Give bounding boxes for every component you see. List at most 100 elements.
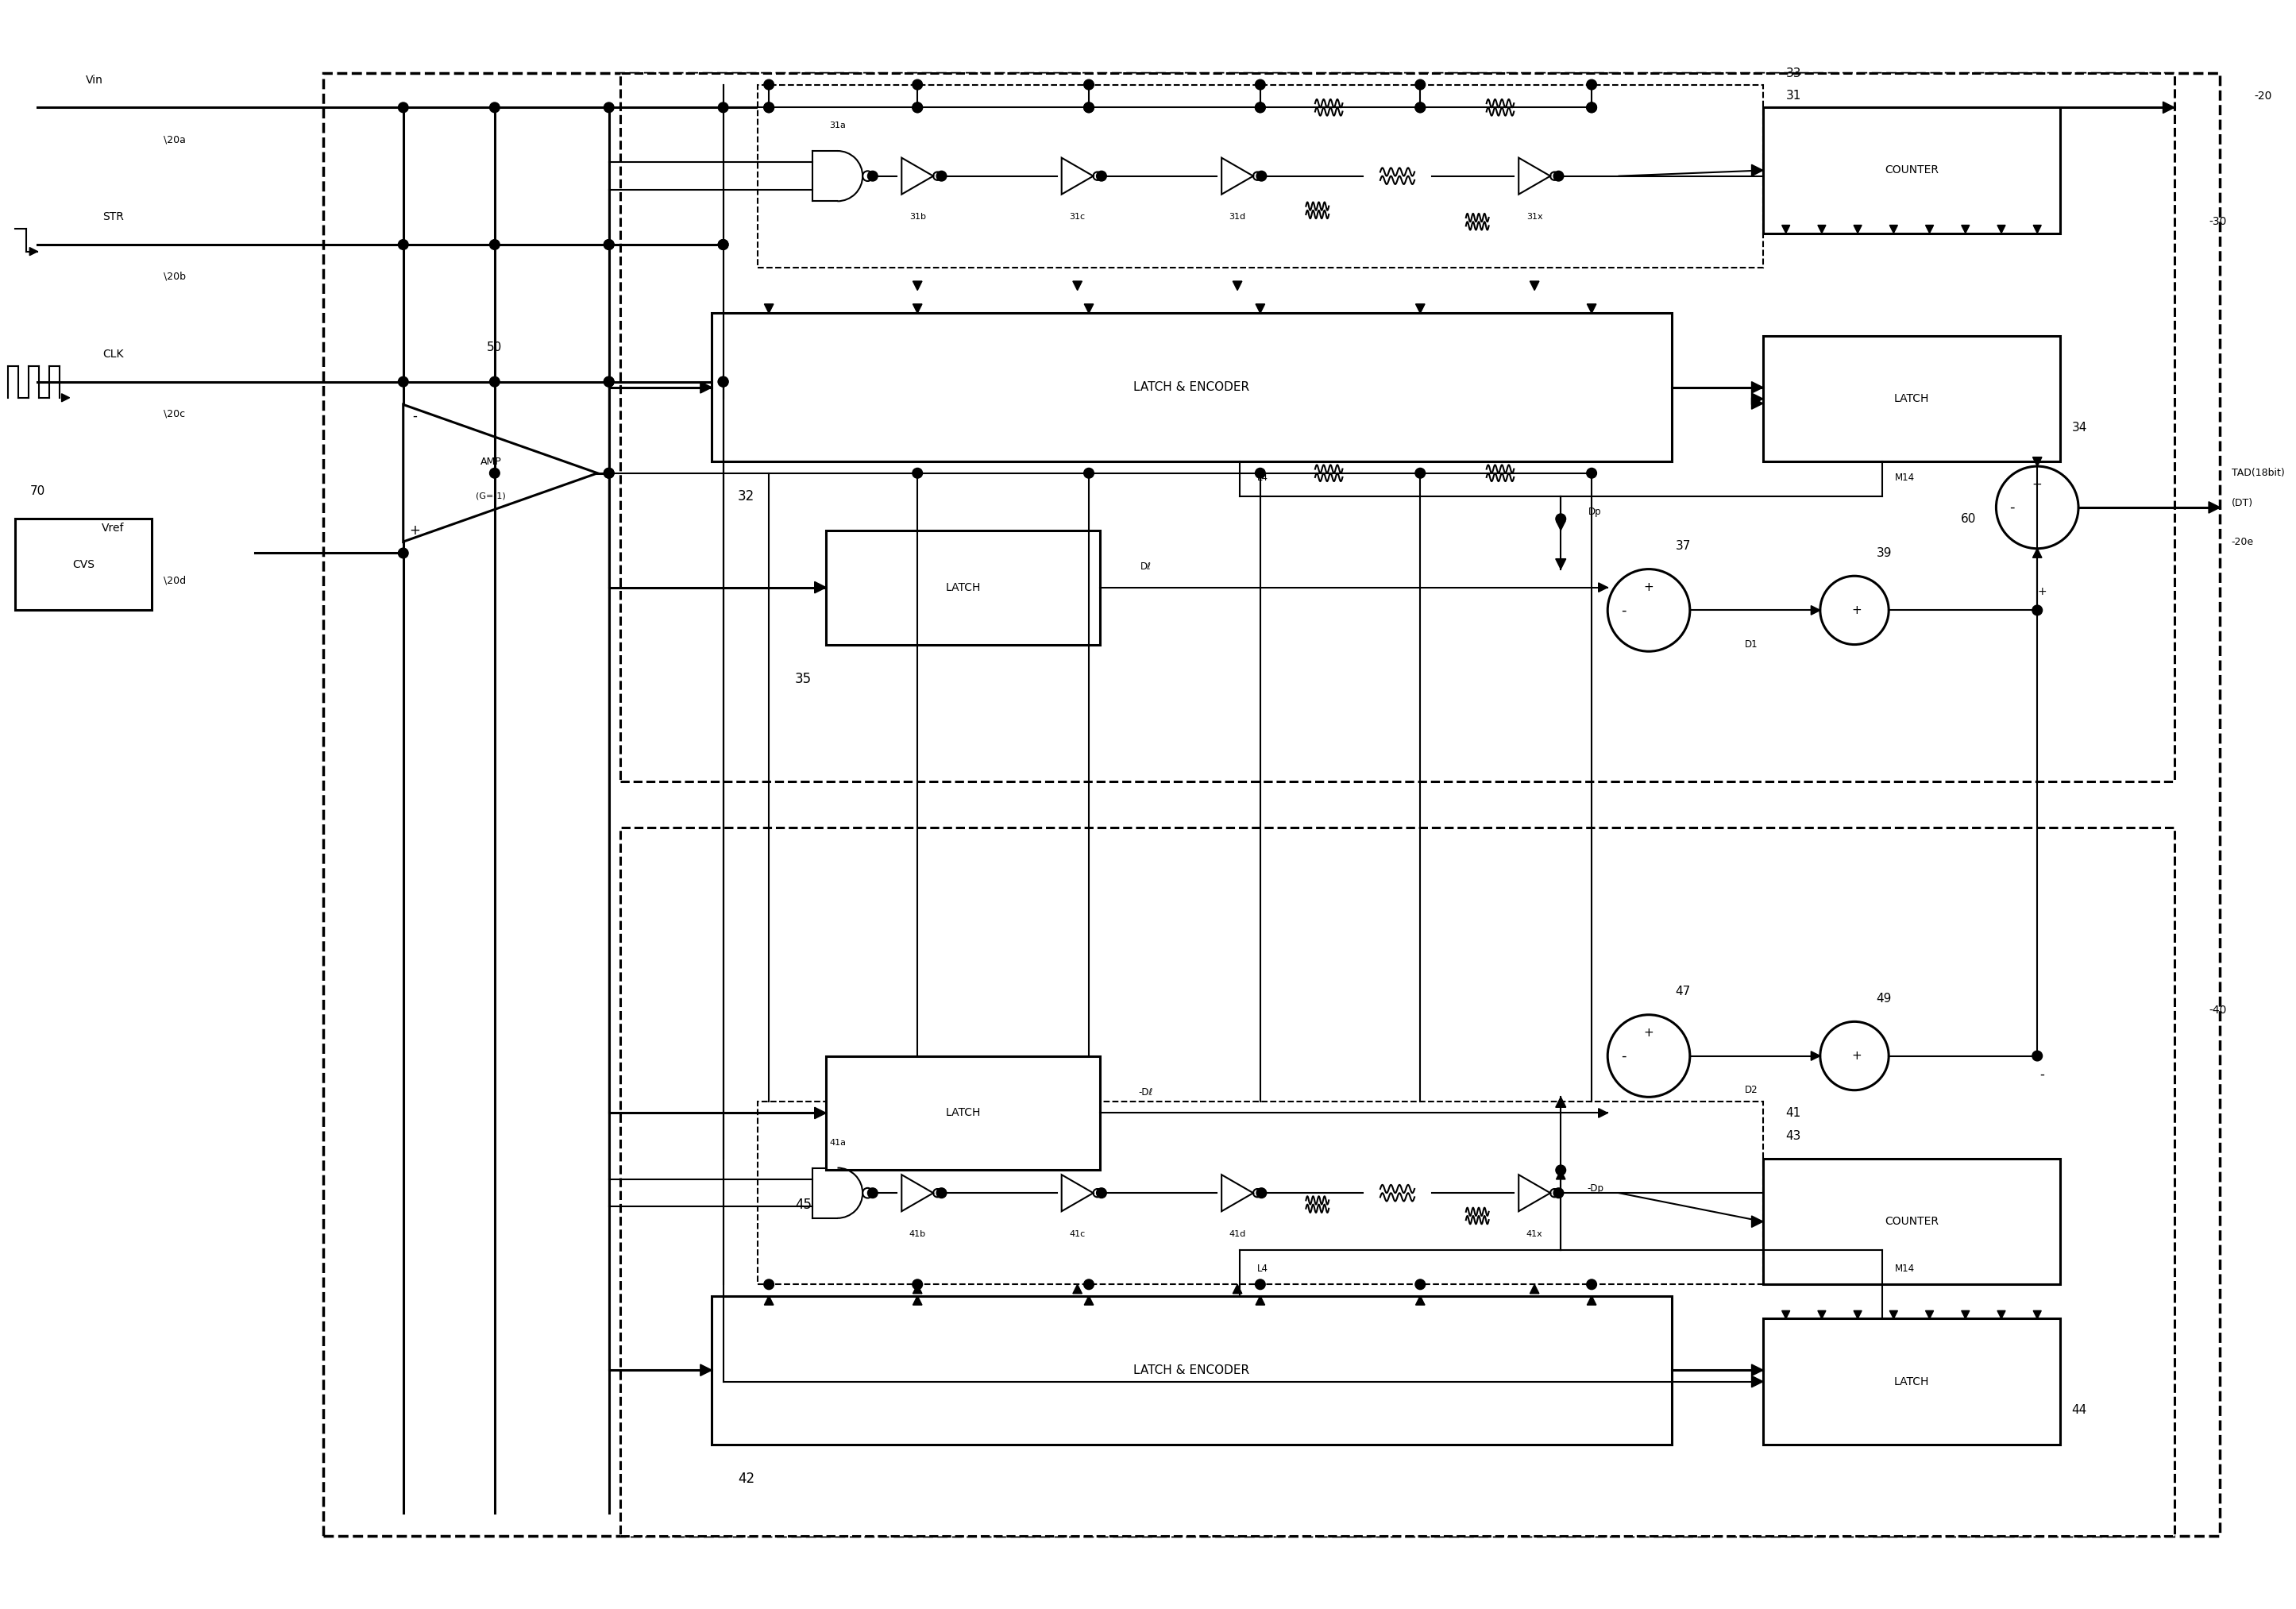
Circle shape <box>1256 103 1265 113</box>
Text: -: - <box>413 409 418 423</box>
Circle shape <box>1084 103 1093 113</box>
Circle shape <box>489 377 501 386</box>
Circle shape <box>937 171 946 182</box>
Circle shape <box>868 1187 877 1199</box>
Polygon shape <box>914 1284 923 1294</box>
Text: M14: M14 <box>1894 473 1915 483</box>
Circle shape <box>937 1187 946 1199</box>
Circle shape <box>912 103 923 113</box>
Bar <box>712 1295 1671 1445</box>
Polygon shape <box>1752 1376 1763 1387</box>
Text: 35: 35 <box>794 671 810 685</box>
Text: D1: D1 <box>1745 639 1759 650</box>
Circle shape <box>604 377 613 386</box>
Polygon shape <box>914 1295 923 1305</box>
Text: -: - <box>1621 1049 1626 1064</box>
Text: LATCH: LATCH <box>946 582 980 594</box>
Text: 44: 44 <box>2071 1405 2087 1416</box>
Text: 49: 49 <box>1876 993 1892 1004</box>
Bar <box>758 85 1763 267</box>
Circle shape <box>912 103 923 113</box>
Text: -Dp: -Dp <box>1587 1183 1603 1194</box>
Text: -40: -40 <box>2209 1004 2227 1015</box>
Text: 39: 39 <box>1876 547 1892 558</box>
Text: 31c: 31c <box>1070 214 1086 220</box>
Text: Dℓ: Dℓ <box>1141 562 1153 571</box>
Circle shape <box>1414 103 1426 113</box>
Polygon shape <box>1890 225 1896 233</box>
Polygon shape <box>1256 1295 1265 1305</box>
Circle shape <box>397 549 409 558</box>
Circle shape <box>1557 513 1566 525</box>
Text: 41x: 41x <box>1527 1231 1543 1237</box>
Text: CVS: CVS <box>71 558 94 570</box>
Polygon shape <box>1752 393 1763 404</box>
Text: STR: STR <box>103 212 124 222</box>
Polygon shape <box>1752 381 1763 393</box>
Bar <box>1763 108 2060 233</box>
Bar <box>620 827 2174 1537</box>
Text: 41d: 41d <box>1228 1231 1247 1237</box>
Circle shape <box>868 171 877 182</box>
Circle shape <box>604 240 613 249</box>
Circle shape <box>1587 103 1596 113</box>
Text: Dp: Dp <box>1589 507 1603 516</box>
Circle shape <box>604 468 613 478</box>
Text: TAD(18bit): TAD(18bit) <box>2232 468 2285 478</box>
Polygon shape <box>1961 1311 1970 1319</box>
Circle shape <box>1587 468 1596 478</box>
Circle shape <box>604 103 613 113</box>
Polygon shape <box>914 282 923 290</box>
Circle shape <box>1097 1187 1107 1199</box>
Circle shape <box>489 468 501 478</box>
Text: LATCH & ENCODER: LATCH & ENCODER <box>1134 1364 1249 1376</box>
Text: +: + <box>1644 581 1653 594</box>
Bar <box>1763 336 2060 462</box>
Text: L4: L4 <box>1256 473 1267 483</box>
Text: (DT): (DT) <box>2232 497 2252 508</box>
Text: \20b: \20b <box>163 272 186 282</box>
Polygon shape <box>2032 457 2041 467</box>
Polygon shape <box>2034 1311 2041 1319</box>
Circle shape <box>912 79 923 90</box>
Text: +: + <box>1851 605 1862 616</box>
Text: COUNTER: COUNTER <box>1885 1216 1938 1228</box>
Text: \20c: \20c <box>163 409 186 418</box>
Polygon shape <box>1782 225 1791 233</box>
Text: 41: 41 <box>1786 1107 1800 1118</box>
Text: \20d: \20d <box>163 576 186 586</box>
Polygon shape <box>1818 1311 1825 1319</box>
Circle shape <box>1256 468 1265 478</box>
Bar <box>324 72 2220 1537</box>
Text: -: - <box>2009 500 2014 515</box>
Polygon shape <box>1256 304 1265 314</box>
Text: 31a: 31a <box>829 122 845 130</box>
Circle shape <box>1084 1279 1093 1289</box>
Text: +: + <box>1851 1051 1862 1062</box>
Circle shape <box>1256 171 1267 182</box>
Polygon shape <box>1853 225 1862 233</box>
Text: LATCH: LATCH <box>946 1107 980 1118</box>
Circle shape <box>1587 1279 1596 1289</box>
Circle shape <box>1097 171 1107 182</box>
Text: CLK: CLK <box>103 349 124 360</box>
Circle shape <box>1414 79 1426 90</box>
Text: -30: -30 <box>2209 216 2227 227</box>
Text: 43: 43 <box>1786 1130 1802 1142</box>
Circle shape <box>1554 171 1564 182</box>
Polygon shape <box>1233 282 1242 290</box>
Circle shape <box>1554 1187 1564 1199</box>
Circle shape <box>1084 79 1093 90</box>
Text: (G=-1): (G=-1) <box>475 492 505 500</box>
Polygon shape <box>1587 1295 1596 1305</box>
Polygon shape <box>1752 397 1763 409</box>
Bar <box>712 314 1671 462</box>
Text: 70: 70 <box>30 486 46 497</box>
Polygon shape <box>1084 304 1093 314</box>
Text: LATCH: LATCH <box>1894 1376 1929 1387</box>
Polygon shape <box>1557 521 1566 531</box>
Polygon shape <box>700 381 712 393</box>
Polygon shape <box>30 248 37 256</box>
Circle shape <box>1256 1279 1265 1289</box>
Text: AMP: AMP <box>480 457 501 467</box>
